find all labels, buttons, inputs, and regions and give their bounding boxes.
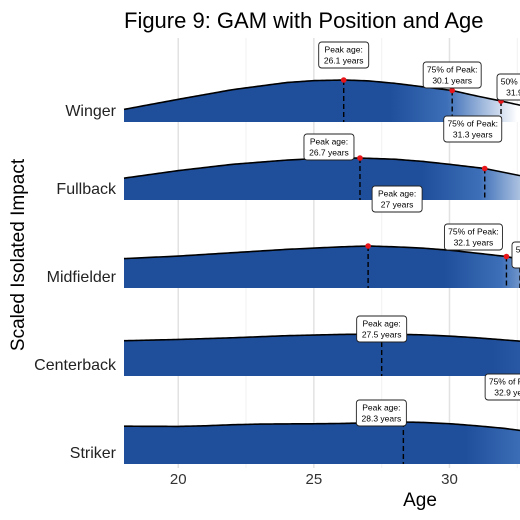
annotation-label: Peak age: bbox=[362, 403, 400, 413]
annotation: Peak age:27.5 years bbox=[356, 315, 408, 376]
annotation: 75% of Peak:32.9 years bbox=[484, 373, 520, 401]
annotation-label: Peak age: bbox=[363, 319, 401, 329]
annotation-box bbox=[356, 315, 408, 343]
ridge-line bbox=[123, 245, 520, 261]
ridge-line bbox=[123, 421, 520, 432]
annotation-value: 32.1 years bbox=[454, 238, 494, 248]
x-tick-label: 30 bbox=[441, 471, 458, 488]
annotation: Peak age:27 years bbox=[365, 185, 423, 288]
annotation: 75% of Peak:32.1 years bbox=[443, 223, 510, 288]
annotation-label: 75% of Peak: bbox=[489, 377, 520, 387]
annotation-marker bbox=[481, 165, 488, 172]
annotation: 50% of Peak:31.9 years bbox=[496, 73, 520, 122]
row-label-striker: Striker bbox=[70, 445, 117, 462]
annotation-marker bbox=[357, 155, 363, 161]
x-axis-title: Age bbox=[403, 490, 437, 511]
row-label-centerback: Centerback bbox=[34, 357, 117, 374]
annotation-marker bbox=[449, 87, 455, 94]
annotation-value: 28.3 years bbox=[362, 414, 402, 424]
annotation-label: Peak age: bbox=[310, 137, 348, 147]
annotation-label: 75% of Peak: bbox=[448, 227, 499, 237]
annotation-label: Peak age: bbox=[378, 189, 416, 199]
annotation-marker bbox=[503, 253, 510, 260]
y-axis-title: Scaled Isolated Impact bbox=[8, 158, 29, 351]
ridge-area bbox=[124, 158, 520, 200]
row-label-fullback: Fullback bbox=[56, 181, 117, 198]
annotation-box bbox=[371, 185, 423, 213]
ridge-centerback: Peak age:27.5 years bbox=[123, 315, 520, 376]
annotation-label: Peak age: bbox=[325, 45, 363, 55]
annotation-value: 26.7 years bbox=[309, 148, 349, 158]
annotation: Peak age:26.7 years bbox=[303, 133, 363, 200]
annotation-box bbox=[511, 241, 520, 269]
annotation-value: 27.5 years bbox=[362, 330, 402, 340]
annotation-box bbox=[496, 73, 520, 101]
annotation-label: 75% of Peak: bbox=[447, 119, 498, 129]
annotation-value: 31.3 years bbox=[453, 130, 493, 140]
annotation-value: 27 years bbox=[381, 200, 414, 210]
row-label-winger: Winger bbox=[65, 103, 116, 120]
annotation-value: 31.9 years bbox=[506, 88, 520, 98]
ridge-area bbox=[124, 80, 520, 122]
annotation-box bbox=[303, 133, 355, 161]
annotation-box bbox=[443, 115, 503, 143]
row-label-midfielder: Midfielder bbox=[47, 269, 117, 286]
annotation-box bbox=[443, 223, 503, 251]
annotation: Peak age:26.1 years bbox=[318, 41, 370, 122]
annotation-box bbox=[355, 399, 407, 427]
annotation-label: 75% of Peak: bbox=[427, 65, 478, 75]
annotation-label: 50% of Peak: bbox=[516, 245, 520, 255]
annotation-marker bbox=[365, 243, 371, 249]
annotation: 50% of Peak: bbox=[511, 241, 520, 288]
annotation-box bbox=[484, 373, 520, 401]
annotation-box bbox=[422, 61, 482, 89]
annotation-value: 30.1 years bbox=[432, 76, 472, 86]
ridge-area bbox=[124, 334, 520, 376]
annotation-label: 50% of Peak: bbox=[501, 77, 520, 87]
annotation-box bbox=[318, 41, 370, 69]
annotation-value: 26.1 years bbox=[324, 56, 364, 66]
annotation: Peak age:28.3 years bbox=[355, 399, 407, 464]
annotation: 75% of Peak:31.3 years bbox=[443, 115, 503, 200]
ridge-area bbox=[124, 246, 520, 288]
ridge-striker: Peak age:28.3 years 75% of Peak:32.9 year… bbox=[123, 373, 520, 464]
chart-title: Figure 9: GAM with Position and Age bbox=[124, 8, 484, 33]
x-tick-label: 20 bbox=[170, 471, 187, 488]
ridge-area bbox=[124, 422, 520, 464]
ridge-line bbox=[123, 333, 520, 342]
label-layer: 20 25 30 Winger Fullback Midfielder Centerback… bbox=[34, 103, 458, 488]
ridge-winger: Peak age:26.1 years 75% of Peak:30.1 year… bbox=[123, 41, 520, 122]
x-tick-label: 25 bbox=[306, 471, 323, 488]
ridge-midfielder: Peak age:27 years 75% of Peak:32.1 years 5… bbox=[123, 185, 520, 288]
annotation-marker bbox=[340, 77, 347, 83]
annotation-value: 32.9 years bbox=[494, 388, 520, 398]
